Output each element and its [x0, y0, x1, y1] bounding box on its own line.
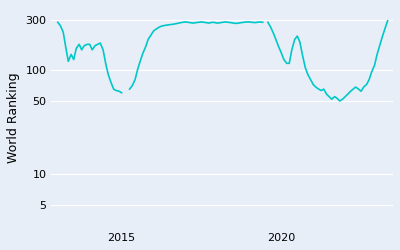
Y-axis label: World Ranking: World Ranking: [7, 72, 20, 163]
